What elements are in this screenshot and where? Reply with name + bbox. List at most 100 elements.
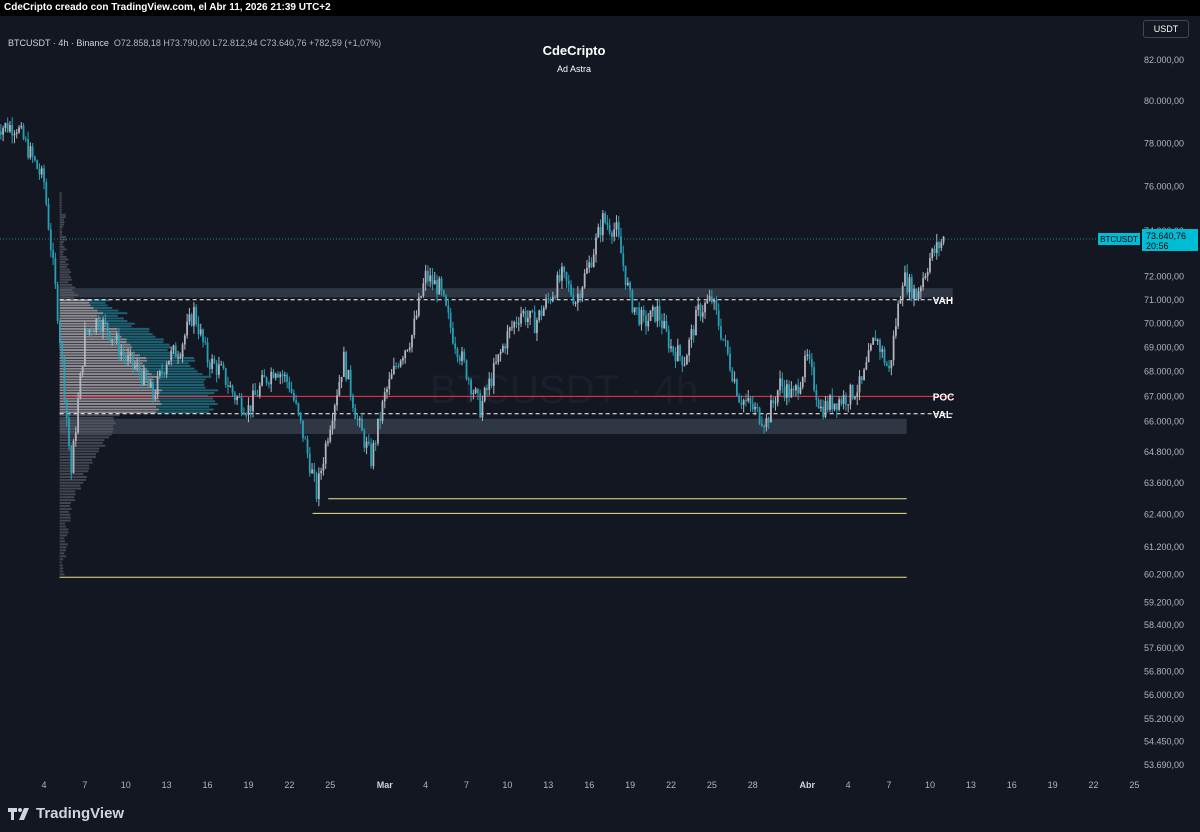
candle-body (84, 329, 86, 366)
candle-body (691, 329, 693, 340)
candle-body (436, 280, 438, 294)
volume-profile-bar (60, 336, 122, 338)
candle-body (591, 262, 593, 266)
volume-profile-bar (60, 261, 66, 263)
price-axis[interactable]: 82.000,0080.000,0078.000,0076.000,0074.0… (1140, 16, 1200, 774)
candle-body (695, 310, 697, 335)
candle-body (116, 335, 118, 340)
time-axis-canvas[interactable]: 4 7 10 13 16 19 22 25 Mar 4 7 10 13 16 19 22 25 28 Abr 4 7 10… (0, 774, 1200, 796)
candle-body (48, 204, 50, 229)
time-tick-label: 22 (1089, 780, 1099, 790)
candle-body (407, 350, 409, 351)
volume-profile-bar (60, 488, 81, 490)
candle-body (45, 182, 47, 204)
candle-body (377, 419, 379, 444)
candle-body (504, 346, 506, 349)
candle-body (568, 281, 570, 285)
candle-body (161, 371, 163, 373)
candle-body (327, 441, 329, 443)
candle-body (307, 439, 309, 453)
candle-body (786, 384, 788, 398)
candle-body (295, 401, 297, 404)
candle-body (36, 160, 38, 169)
volume-profile-bar (60, 310, 98, 312)
candle-body (288, 382, 290, 389)
candle-body (915, 289, 917, 299)
volume-profile-bar (91, 304, 108, 306)
volume-profile-bar (154, 379, 206, 381)
candle-body (618, 222, 620, 236)
time-tick-label: 4 (846, 780, 851, 790)
candle-body (152, 383, 154, 399)
volume-profile-bar (60, 286, 76, 288)
volume-profile-bar (162, 403, 218, 405)
candle-body (179, 357, 181, 358)
candle-body (911, 277, 913, 299)
chart-subtitle: Ad Astra (0, 64, 1148, 74)
chart-pane[interactable]: BTCUSDT · 4h VAH POC VAL BTCUSDT BTCUSDT · … (0, 16, 1140, 774)
candle-body (813, 367, 815, 390)
candle-body (904, 272, 906, 286)
time-tick-label: 7 (887, 780, 892, 790)
candle-body (545, 298, 547, 307)
volume-profile-bar (60, 253, 64, 255)
chart-canvas[interactable]: VAH POC VAL BTCUSDT (0, 16, 1140, 774)
candle-body (815, 390, 817, 400)
price-tick-label: 76.000,00 (1144, 181, 1184, 191)
volume-profile-bar (60, 204, 62, 206)
time-tick-label: 10 (121, 780, 131, 790)
candle-body (29, 146, 31, 157)
candle-body (257, 395, 259, 396)
candle-body (838, 399, 840, 409)
candle-body (4, 123, 6, 128)
candle-body (52, 250, 54, 258)
candle-body (559, 275, 561, 281)
candle-body (718, 310, 720, 326)
candle-body (316, 474, 318, 499)
candle-body (275, 374, 277, 378)
time-tick-label: Mar (377, 780, 394, 790)
candle-body (888, 366, 890, 369)
candle-body (502, 346, 504, 352)
currency-button[interactable]: USDT (1143, 20, 1189, 38)
candle-body (418, 297, 420, 315)
price-axis-canvas[interactable]: 82.000,0080.000,0078.000,0076.000,0074.0… (1140, 16, 1200, 774)
candle-body (750, 398, 752, 404)
candle-body (759, 408, 761, 424)
volume-profile-bar (60, 561, 62, 563)
candle-body (420, 296, 422, 297)
volume-profile-bar (60, 317, 101, 319)
candle-body (213, 359, 215, 364)
volume-profile-bar (106, 325, 132, 327)
volume-profile-bar (60, 403, 162, 405)
volume-profile-bar (60, 505, 70, 507)
candle-body (18, 127, 20, 132)
volume-profile-bar (149, 370, 198, 372)
volume-profile-bar (60, 511, 69, 513)
candle-body (677, 345, 679, 361)
candle-body (250, 405, 252, 411)
candle-body (641, 310, 643, 325)
candle-body (704, 303, 706, 312)
price-tick-label: 56.000,00 (1144, 690, 1184, 700)
volume-profile-bar (60, 229, 62, 231)
candle-body (0, 131, 2, 134)
candle-body (693, 329, 695, 335)
candle-body (802, 377, 804, 387)
candle-body (204, 342, 206, 343)
candle-body (900, 300, 902, 304)
candle-body (11, 125, 13, 135)
candle-body (166, 364, 168, 373)
candle-body (795, 385, 797, 390)
volume-profile-bar (60, 284, 73, 286)
candle-body (118, 335, 120, 355)
volume-profile-bar (60, 479, 86, 481)
candle-body (182, 344, 184, 356)
time-axis[interactable]: 4 7 10 13 16 19 22 25 Mar 4 7 10 13 16 19 22 25 28 Abr 4 7 10… (0, 774, 1200, 796)
volume-profile-bar (60, 292, 75, 294)
candle-body (543, 308, 545, 316)
tradingview-logo[interactable]: TradingView (8, 805, 124, 822)
volume-profile-bar (60, 243, 63, 245)
volume-profile-bar (60, 248, 67, 250)
candle-body (734, 379, 736, 381)
